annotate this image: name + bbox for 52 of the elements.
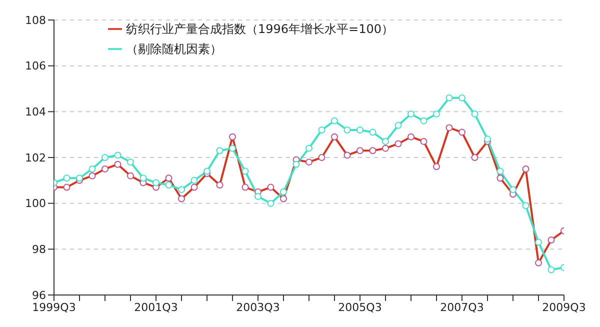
point (242, 168, 249, 175)
point (204, 168, 210, 175)
legend-label: 纺织行业产量合成指数（1996年增长水平=100） (126, 22, 394, 36)
point (165, 182, 172, 188)
point (190, 176, 198, 184)
x-tick-label: 1999Q3 (32, 300, 76, 314)
point (63, 174, 70, 182)
point (522, 202, 530, 210)
y-tick-label: 96 (32, 288, 46, 302)
y-tick-label: 108 (25, 14, 46, 27)
point (369, 128, 376, 136)
point (408, 110, 414, 118)
point (446, 94, 453, 102)
y-tick-label: 104 (25, 106, 46, 119)
point (420, 117, 428, 124)
point (356, 126, 364, 134)
point (216, 147, 224, 154)
x-tick-label: 2007Q3 (440, 300, 484, 314)
point (306, 144, 312, 152)
point (318, 126, 326, 134)
point (458, 94, 466, 102)
point (382, 138, 389, 145)
point (548, 266, 555, 274)
point (152, 179, 160, 186)
y-tick-label: 100 (25, 197, 46, 210)
point (88, 165, 96, 172)
point (433, 110, 440, 118)
x-tick-label: 2005Q3 (338, 300, 382, 314)
y-tick-label: 102 (25, 151, 46, 164)
x-tick-label: 2003Q3 (236, 300, 280, 314)
point (331, 117, 338, 124)
x-tick-label: 2009Q3 (542, 300, 586, 314)
point (102, 154, 108, 161)
x-tick-label: 2001Q3 (134, 300, 178, 314)
point (510, 186, 516, 194)
point (178, 186, 185, 194)
point (114, 152, 122, 159)
point (535, 238, 542, 246)
point (280, 188, 287, 196)
point (344, 126, 351, 134)
point (496, 168, 504, 175)
point (229, 144, 236, 152)
point (267, 200, 274, 207)
y-tick-label: 98 (32, 243, 46, 256)
point (394, 122, 402, 129)
point (254, 192, 262, 200)
legend-label: （剔除随机因素） (126, 42, 222, 56)
y-tick-label: 106 (25, 60, 46, 73)
point (292, 160, 300, 168)
point (140, 174, 147, 182)
point (471, 110, 478, 118)
point (127, 158, 134, 166)
